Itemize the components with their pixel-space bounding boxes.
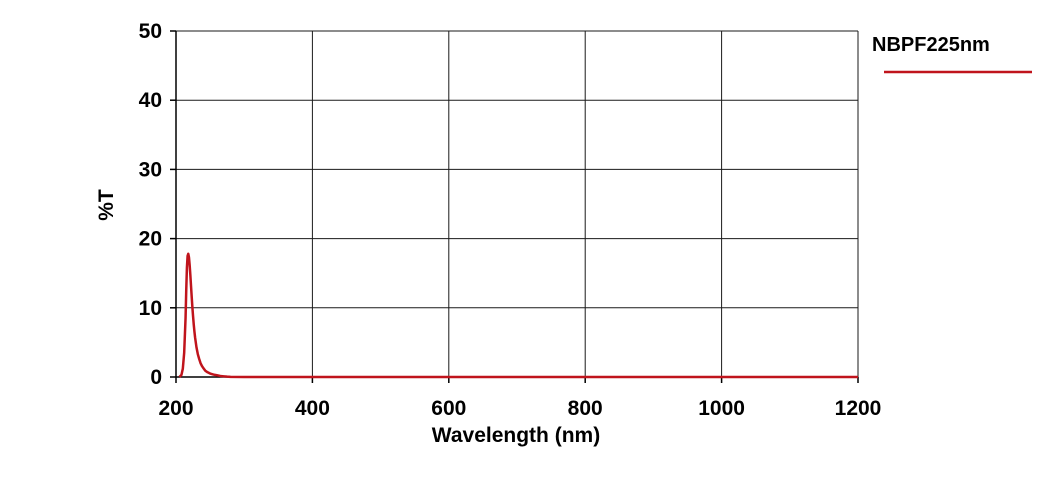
y-tick-labels: 0 10 20 30 40 50	[139, 20, 162, 389]
x-tick-label: 1000	[698, 397, 745, 420]
legend-label: NBPF225nm	[872, 34, 990, 56]
x-axis-label: Wavelength (nm)	[432, 424, 600, 447]
y-tick-label: 50	[139, 20, 162, 43]
x-tick-label: 200	[158, 397, 193, 420]
y-tick-label: 20	[139, 228, 162, 251]
y-tick-label: 30	[139, 158, 162, 181]
x-tick-labels: 200 400 600 800 1000 1200	[158, 397, 881, 420]
series-line-0	[178, 252, 858, 379]
y-tick-label: 40	[139, 89, 162, 112]
y-tick-label: 0	[150, 366, 162, 389]
series-group	[178, 252, 858, 379]
grid	[176, 30, 859, 377]
y-tick-label: 10	[139, 297, 162, 320]
x-tick-label: 600	[431, 397, 466, 420]
y-axis-label: %T	[95, 189, 118, 221]
x-tick-label: 1200	[835, 397, 882, 420]
x-tick-label: 400	[295, 397, 330, 420]
legend: NBPF225nm	[872, 34, 1032, 74]
x-tick-label: 800	[568, 397, 603, 420]
axes	[170, 30, 859, 383]
